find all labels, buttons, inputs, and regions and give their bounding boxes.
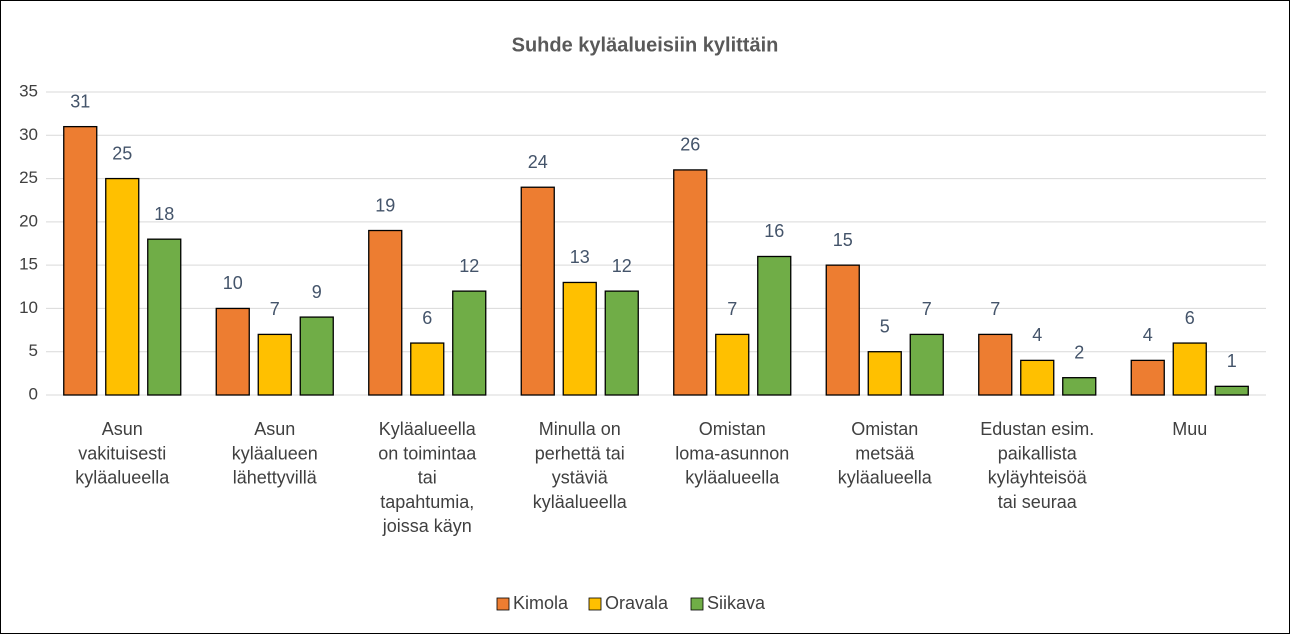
bar — [909, 333, 944, 396]
data-label: 19 — [375, 195, 395, 215]
data-label: 31 — [70, 91, 90, 111]
bar — [1214, 385, 1249, 396]
data-label: 18 — [154, 204, 174, 224]
data-label: 7 — [270, 299, 280, 319]
bar — [1020, 359, 1055, 396]
data-label: 1 — [1227, 351, 1237, 371]
legend-swatch — [496, 597, 510, 611]
y-tick-label: 10 — [19, 298, 38, 317]
bar — [63, 125, 98, 396]
data-label: 2 — [1074, 342, 1084, 362]
y-tick-label: 35 — [19, 81, 38, 100]
y-tick-label: 0 — [29, 384, 38, 403]
legend-swatch — [690, 597, 704, 611]
data-label: 26 — [680, 135, 700, 155]
legend-label: Siikava — [707, 593, 766, 613]
data-label: 16 — [764, 221, 784, 241]
bar — [1062, 377, 1097, 396]
bar — [673, 169, 708, 396]
data-label: 7 — [990, 299, 1000, 319]
bar — [452, 290, 487, 396]
y-tick-label: 20 — [19, 211, 38, 230]
bar — [604, 290, 639, 396]
data-label: 7 — [922, 299, 932, 319]
y-tick-label: 30 — [19, 125, 38, 144]
bar — [410, 342, 445, 396]
data-label: 10 — [223, 273, 243, 293]
x-tick-label: Omistan metsää kyläalueella — [838, 419, 933, 488]
bar — [215, 307, 250, 396]
data-label: 7 — [727, 299, 737, 319]
bar — [520, 186, 555, 396]
data-label: 15 — [833, 230, 853, 250]
data-label: 4 — [1143, 325, 1153, 345]
chart-title: Suhde kyläalueisiin kylittäin — [512, 34, 779, 56]
bar — [257, 333, 292, 396]
x-tick-label: Asun vakituisesti kyläalueella — [75, 419, 170, 488]
bar — [562, 281, 597, 396]
bar — [299, 316, 334, 396]
data-label: 6 — [422, 308, 432, 328]
x-tick-label: Omistan loma-asunnon kyläalueella — [675, 419, 789, 488]
legend-label: Kimola — [513, 593, 569, 613]
y-tick-label: 25 — [19, 168, 38, 187]
bar — [1172, 342, 1207, 396]
data-label: 6 — [1185, 308, 1195, 328]
data-label: 12 — [459, 256, 479, 276]
data-label: 5 — [880, 316, 890, 336]
x-tick-label: Minulla on perhettä tai ystäviä kyläalueell… — [533, 419, 628, 512]
data-label: 12 — [612, 256, 632, 276]
bar — [368, 229, 403, 396]
x-tick-label: Muu — [1172, 419, 1207, 439]
data-label: 25 — [112, 143, 132, 163]
data-label: 4 — [1032, 325, 1042, 345]
x-tick-label: Asun kyläalueen lähettyvillä — [232, 419, 318, 488]
bar — [825, 264, 860, 396]
x-tick-label: Edustan esim. paikallista kyläyhteisöä tai … — [980, 419, 1094, 512]
data-label: 9 — [312, 282, 322, 302]
bar — [715, 333, 750, 396]
bar — [105, 177, 140, 396]
legend-label: Oravala — [605, 593, 669, 613]
bar — [867, 351, 902, 396]
data-label: 13 — [570, 247, 590, 267]
y-tick-label: 5 — [29, 341, 38, 360]
bar — [147, 238, 182, 396]
x-tick-label: Kyläalueella on toimintaa tai tapahtumia, jo… — [378, 419, 477, 536]
bar — [757, 255, 792, 396]
bar — [978, 333, 1013, 396]
data-label: 24 — [528, 152, 548, 172]
bar — [1130, 359, 1165, 396]
legend-swatch — [588, 597, 602, 611]
y-tick-label: 15 — [19, 255, 38, 274]
